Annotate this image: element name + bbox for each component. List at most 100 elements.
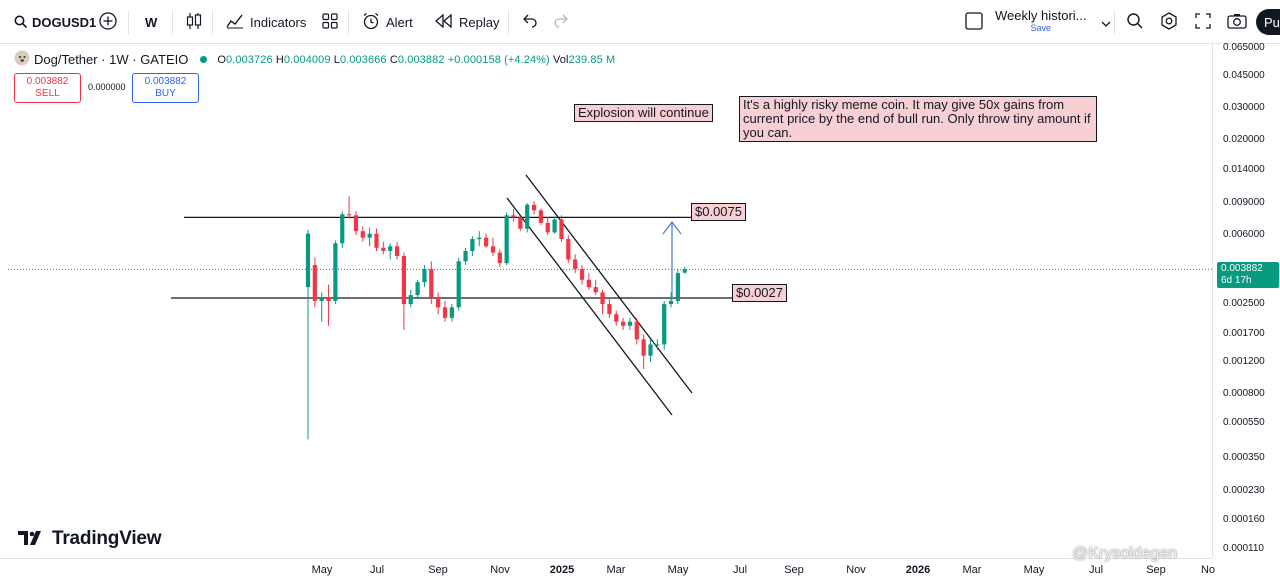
layout-save-status: Save: [1030, 23, 1052, 33]
tradingview-logo-icon: [18, 529, 46, 550]
candle-body: [305, 233, 311, 288]
time-tick-label: May: [667, 564, 689, 576]
candle-body: [531, 204, 537, 211]
callout-explosion[interactable]: Explosion will continue: [574, 104, 713, 122]
fullscreen-icon: [1195, 12, 1211, 32]
legend-symbol-title[interactable]: Dog/Tether · 1W · GATEIO: [34, 52, 189, 67]
buy-button[interactable]: 0.003882 BUY: [132, 73, 199, 103]
close-value: 0.003882: [397, 53, 445, 66]
change-value: +0.000158 (+4.24%): [447, 53, 550, 66]
camera-icon: [1227, 13, 1247, 32]
alert-button[interactable]: Alert: [362, 0, 413, 44]
candle-body: [662, 304, 667, 345]
callout-risk-note[interactable]: It's a highly risky meme coin. It may gi…: [739, 96, 1097, 142]
undo-button[interactable]: [521, 0, 537, 44]
target-arrow-head: [662, 220, 682, 235]
divider: [212, 10, 213, 34]
fullscreen-button[interactable]: [1195, 0, 1211, 44]
buy-price: 0.003882: [144, 76, 187, 87]
price-scale[interactable]: 0.003882 6d 17h 0.065000 0.045000 0.030000…: [1212, 42, 1280, 558]
support-price-label[interactable]: $0.0027: [732, 284, 787, 302]
layout-name: Weekly histori... Save: [995, 9, 1087, 34]
publish-button[interactable]: Pu: [1256, 9, 1280, 35]
candle-body: [463, 250, 468, 262]
volume-label: Vol: [552, 53, 569, 66]
price-tick-label: 0.000230: [1223, 485, 1265, 496]
replay-label: Replay: [459, 14, 500, 30]
candle-body: [552, 219, 557, 233]
candle-body: [586, 279, 591, 288]
time-scale[interactable]: May Jul Sep Nov 2025 Mar May Jul Sep Nov 2026 Mar Ma…: [0, 558, 1216, 584]
undo-icon: [521, 14, 537, 31]
tradingview-logo[interactable]: TradingView: [18, 528, 162, 550]
price-tick-label: 0.065000: [1223, 42, 1265, 53]
candle-body: [477, 237, 482, 240]
low-label: L: [333, 53, 340, 66]
ohlc-values: O0.003726 H0.004009 L0.003666 C0.003882 …: [217, 54, 615, 66]
time-tick-label: 2026: [905, 564, 931, 576]
candle-body: [360, 231, 365, 238]
chevron-down-icon: [1101, 15, 1111, 30]
candle-body: [449, 307, 454, 318]
divider: [348, 10, 349, 34]
price-tick-label: 0.014000: [1223, 164, 1265, 175]
divider: [172, 10, 173, 34]
price-tick-label: 0.000550: [1223, 417, 1265, 428]
resistance-price-label[interactable]: $0.0075: [691, 203, 746, 221]
search-cog-icon: [1126, 12, 1144, 33]
candle-body: [538, 210, 543, 223]
replay-button[interactable]: Replay: [435, 0, 499, 44]
candle-body: [511, 215, 516, 218]
top-toolbar: DOGUSD1 W Indicators Alert Replay: [0, 0, 1280, 44]
price-tick-label: 0.030000: [1223, 102, 1265, 113]
candle-body: [340, 214, 345, 244]
candle-body: [333, 243, 338, 301]
chart-legend: Dog/Tether · 1W · GATEIO O0.003726 H0.00…: [14, 50, 615, 69]
candle-body: [388, 246, 393, 251]
time-tick-label: Jul: [732, 564, 748, 576]
current-price-value: 0.003882: [1221, 263, 1263, 274]
time-tick-label: 2025: [549, 564, 575, 576]
quick-search-button[interactable]: [1126, 0, 1144, 44]
grid-layout-icon: [322, 12, 338, 32]
chart-type-button[interactable]: [186, 0, 202, 44]
search-icon: [14, 15, 28, 29]
candle-body: [353, 215, 359, 232]
sell-label: SELL: [35, 88, 60, 99]
candle-body: [394, 246, 400, 256]
candle-body: [422, 268, 427, 283]
price-chart[interactable]: [8, 44, 1212, 558]
indicators-button[interactable]: Indicators: [226, 0, 306, 44]
high-label: H: [275, 53, 284, 66]
candle-body: [614, 314, 619, 322]
snapshot-button[interactable]: [1227, 0, 1247, 44]
price-tick-label: 0.006000: [1223, 229, 1265, 240]
symbol-search[interactable]: DOGUSD1: [14, 0, 96, 44]
spread-value: 0.000000: [88, 82, 126, 92]
market-status-icon: [200, 56, 208, 63]
price-tick-label: 0.045000: [1223, 70, 1265, 81]
high-value: 0.004009: [283, 53, 331, 66]
redo-icon: [554, 14, 570, 31]
candle-body: [655, 344, 660, 346]
time-tick-label: Sep: [1146, 564, 1166, 576]
settings-button[interactable]: [1160, 0, 1178, 44]
time-tick-label: Mar: [606, 564, 626, 576]
compare-button[interactable]: [98, 0, 118, 44]
author-watermark: @Krysoldegen: [1072, 545, 1178, 562]
add-symbol-icon: [98, 11, 118, 34]
interval-button[interactable]: W: [145, 14, 158, 30]
time-tick-label: Jul: [1088, 564, 1104, 576]
price-tick-label: 0.000800: [1223, 388, 1265, 399]
sell-button[interactable]: 0.003882 SELL: [14, 73, 81, 103]
candle-body: [525, 204, 530, 229]
candle-body: [668, 300, 674, 305]
time-tick-label: No: [1200, 564, 1216, 576]
redo-button[interactable]: [554, 0, 570, 44]
candle-body: [484, 237, 489, 247]
candle-body: [600, 292, 605, 305]
channel-upper-line: [525, 174, 693, 394]
candle-body: [627, 321, 633, 326]
templates-button[interactable]: [322, 0, 338, 44]
layout-menu-button[interactable]: Weekly histori... Save: [965, 0, 1111, 44]
